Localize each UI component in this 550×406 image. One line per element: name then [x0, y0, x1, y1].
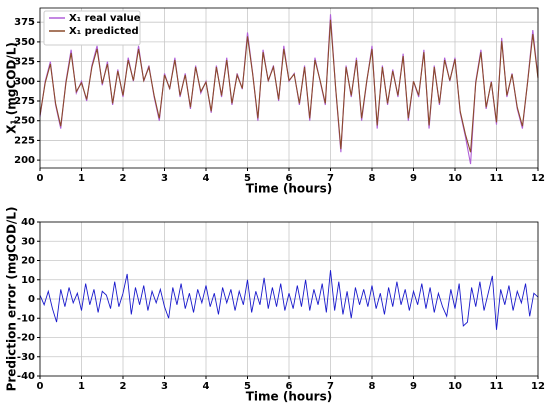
- x-tick-label: 4: [203, 381, 210, 392]
- x-tick-label: 8: [369, 381, 376, 392]
- y-tick-label: 20: [21, 256, 35, 267]
- y-tick-label: 0: [28, 294, 35, 305]
- y-tick-label: 40: [21, 217, 35, 228]
- x-tick-label: 0: [37, 173, 44, 184]
- x-tick-label: 2: [120, 173, 127, 184]
- x-axis-label: Time (hours): [246, 182, 332, 196]
- y-tick-label: 275: [14, 96, 35, 107]
- x-tick-label: 7: [327, 381, 334, 392]
- series-line: [39, 270, 539, 330]
- y-tick-label: 30: [21, 236, 35, 247]
- x-tick-label: 9: [410, 173, 417, 184]
- y-axis-label: Prediction error (mgCOD/L): [5, 207, 19, 392]
- x-tick-label: 6: [286, 173, 293, 184]
- legend-label: X₁ real value: [69, 13, 141, 24]
- x-tick-label: 0: [37, 381, 44, 392]
- y-tick-label: 375: [14, 17, 35, 28]
- y-tick-label: -20: [17, 333, 35, 344]
- x-tick-label: 6: [286, 381, 293, 392]
- y-tick-label: 225: [14, 135, 35, 146]
- axes-frame: [39, 221, 539, 377]
- y-tick-label: 350: [14, 37, 35, 48]
- y-tick-label: 200: [14, 155, 35, 166]
- y-tick-label: 10: [21, 275, 35, 286]
- y-tick-label: -10: [17, 313, 35, 324]
- x-tick-label: 2: [120, 381, 127, 392]
- x-tick-label: 3: [161, 173, 168, 184]
- x-tick-label: 4: [203, 173, 210, 184]
- y-axis-label: X₁ (mgCOD/L): [5, 42, 19, 134]
- axes-frame: [39, 7, 539, 169]
- legend-label: X₁ predicted: [69, 26, 139, 37]
- legend-box: [43, 10, 141, 46]
- x-tick-label: 3: [161, 381, 168, 392]
- x-tick-label: 11: [490, 173, 504, 184]
- y-tick-label: -30: [17, 352, 35, 363]
- x-tick-label: 8: [369, 173, 376, 184]
- x-tick-label: 7: [327, 173, 334, 184]
- x-tick-label: 5: [244, 381, 251, 392]
- x-tick-label: 1: [78, 381, 85, 392]
- x-tick-label: 9: [410, 381, 417, 392]
- y-tick-label: 250: [14, 116, 35, 127]
- x-tick-label: 5: [244, 173, 251, 184]
- x-tick-label: 1: [78, 173, 85, 184]
- y-tick-label: 325: [14, 57, 35, 68]
- x-axis-label: Time (hours): [246, 390, 332, 404]
- x-tick-label: 12: [531, 381, 545, 392]
- x-tick-label: 10: [448, 381, 462, 392]
- series-line: [39, 19, 539, 153]
- x-tick-label: 10: [448, 173, 462, 184]
- x-tick-label: 12: [531, 173, 545, 184]
- x-tick-label: 11: [490, 381, 504, 392]
- y-tick-label: -40: [17, 371, 35, 382]
- y-tick-label: 300: [14, 76, 35, 87]
